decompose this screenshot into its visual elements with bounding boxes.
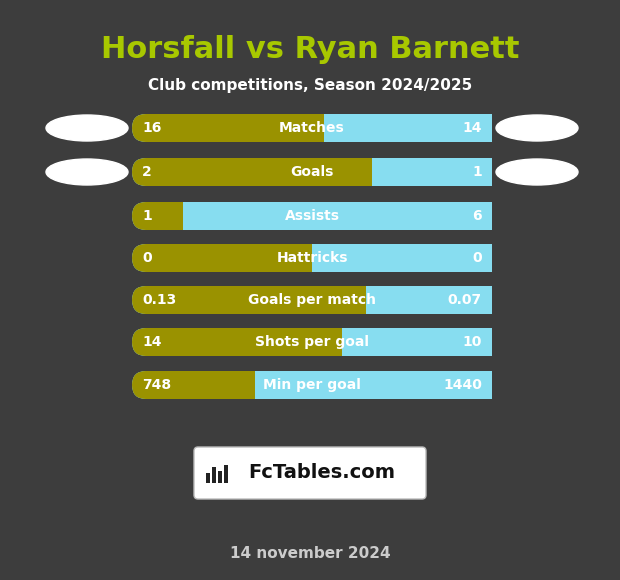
FancyBboxPatch shape <box>464 286 492 314</box>
FancyBboxPatch shape <box>132 202 492 230</box>
Bar <box>206 473 210 483</box>
Text: Assists: Assists <box>285 209 340 223</box>
Text: 1: 1 <box>472 165 482 179</box>
Ellipse shape <box>46 159 128 185</box>
Text: 14: 14 <box>463 121 482 135</box>
Text: Min per goal: Min per goal <box>263 378 361 392</box>
FancyBboxPatch shape <box>464 244 492 272</box>
FancyBboxPatch shape <box>132 286 492 314</box>
Bar <box>255 371 492 399</box>
FancyBboxPatch shape <box>132 114 492 142</box>
Ellipse shape <box>496 159 578 185</box>
Text: 14 november 2024: 14 november 2024 <box>229 546 391 560</box>
Text: 2: 2 <box>142 165 152 179</box>
Text: 748: 748 <box>142 378 171 392</box>
Bar <box>366 286 492 314</box>
Text: Hattricks: Hattricks <box>277 251 348 265</box>
FancyBboxPatch shape <box>132 371 492 399</box>
FancyBboxPatch shape <box>132 328 492 356</box>
FancyBboxPatch shape <box>464 114 492 142</box>
Text: 0: 0 <box>472 251 482 265</box>
Text: 0: 0 <box>142 251 152 265</box>
Text: Horsfall vs Ryan Barnett: Horsfall vs Ryan Barnett <box>100 35 520 64</box>
Ellipse shape <box>46 115 128 141</box>
FancyBboxPatch shape <box>464 158 492 186</box>
FancyBboxPatch shape <box>132 328 492 356</box>
Text: 0.07: 0.07 <box>448 293 482 307</box>
Bar <box>184 202 492 230</box>
FancyBboxPatch shape <box>464 202 492 230</box>
FancyBboxPatch shape <box>464 328 492 356</box>
Text: Club competitions, Season 2024/2025: Club competitions, Season 2024/2025 <box>148 78 472 93</box>
FancyBboxPatch shape <box>132 286 492 314</box>
Text: 10: 10 <box>463 335 482 349</box>
FancyBboxPatch shape <box>194 447 426 499</box>
Text: Goals: Goals <box>290 165 334 179</box>
Bar <box>224 465 228 483</box>
FancyBboxPatch shape <box>132 114 492 142</box>
Bar <box>218 471 222 483</box>
Text: 16: 16 <box>142 121 161 135</box>
FancyBboxPatch shape <box>132 202 492 230</box>
Text: 14: 14 <box>142 335 161 349</box>
Bar <box>324 114 492 142</box>
FancyBboxPatch shape <box>132 371 492 399</box>
Text: Goals per match: Goals per match <box>248 293 376 307</box>
Text: 1: 1 <box>142 209 152 223</box>
Text: Shots per goal: Shots per goal <box>255 335 369 349</box>
Ellipse shape <box>496 115 578 141</box>
FancyBboxPatch shape <box>132 244 492 272</box>
Text: 1440: 1440 <box>443 378 482 392</box>
Bar <box>312 244 492 272</box>
Bar <box>372 158 492 186</box>
FancyBboxPatch shape <box>464 371 492 399</box>
Bar <box>212 467 216 483</box>
FancyBboxPatch shape <box>132 158 492 186</box>
FancyBboxPatch shape <box>132 244 492 272</box>
Text: FcTables.com: FcTables.com <box>249 463 396 483</box>
Text: 6: 6 <box>472 209 482 223</box>
Bar <box>342 328 492 356</box>
Text: Matches: Matches <box>279 121 345 135</box>
Text: 0.13: 0.13 <box>142 293 176 307</box>
FancyBboxPatch shape <box>132 158 492 186</box>
